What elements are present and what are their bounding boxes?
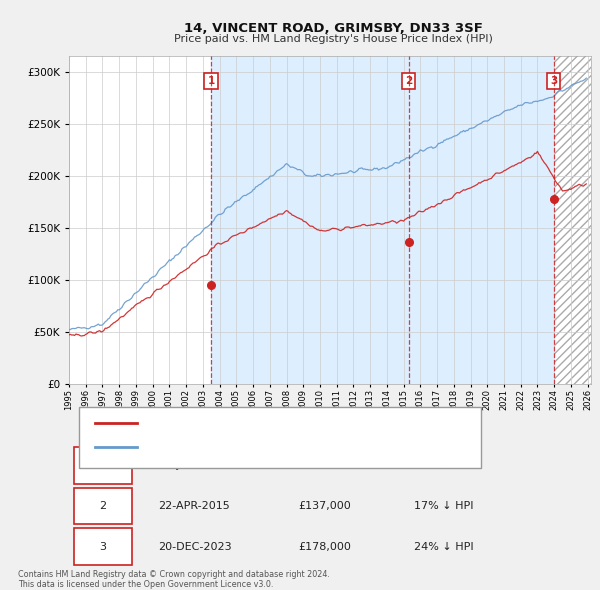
Text: 30-JUN-2003: 30-JUN-2003 bbox=[158, 460, 228, 470]
FancyBboxPatch shape bbox=[74, 528, 131, 565]
Text: HPI: Average price, detached house, North East Lincolnshire: HPI: Average price, detached house, Nort… bbox=[148, 442, 442, 453]
Text: 1: 1 bbox=[208, 76, 215, 86]
Text: 14% ↓ HPI: 14% ↓ HPI bbox=[413, 460, 473, 470]
FancyBboxPatch shape bbox=[74, 488, 131, 525]
Text: 3: 3 bbox=[100, 542, 106, 552]
Text: 2: 2 bbox=[405, 76, 412, 86]
FancyBboxPatch shape bbox=[74, 447, 131, 484]
Text: 22-APR-2015: 22-APR-2015 bbox=[158, 501, 229, 511]
Text: £94,950: £94,950 bbox=[299, 460, 344, 470]
FancyBboxPatch shape bbox=[79, 407, 481, 467]
Text: £178,000: £178,000 bbox=[299, 542, 352, 552]
Bar bbox=[554, 56, 591, 385]
Bar bbox=[554, 56, 591, 385]
Text: Price paid vs. HM Land Registry's House Price Index (HPI): Price paid vs. HM Land Registry's House … bbox=[173, 34, 493, 44]
Text: Contains HM Land Registry data © Crown copyright and database right 2024.
This d: Contains HM Land Registry data © Crown c… bbox=[18, 570, 330, 589]
Text: 1: 1 bbox=[100, 460, 106, 470]
Bar bbox=[211, 56, 554, 385]
Text: 14, VINCENT ROAD, GRIMSBY, DN33 3SF: 14, VINCENT ROAD, GRIMSBY, DN33 3SF bbox=[184, 22, 482, 35]
Text: 14, VINCENT ROAD, GRIMSBY, DN33 3SF (detached house): 14, VINCENT ROAD, GRIMSBY, DN33 3SF (det… bbox=[148, 418, 434, 428]
Text: £137,000: £137,000 bbox=[299, 501, 352, 511]
Text: 24% ↓ HPI: 24% ↓ HPI bbox=[413, 542, 473, 552]
Text: 20-DEC-2023: 20-DEC-2023 bbox=[158, 542, 232, 552]
Text: 2: 2 bbox=[100, 501, 106, 511]
Text: 3: 3 bbox=[550, 76, 557, 86]
Text: 17% ↓ HPI: 17% ↓ HPI bbox=[413, 501, 473, 511]
